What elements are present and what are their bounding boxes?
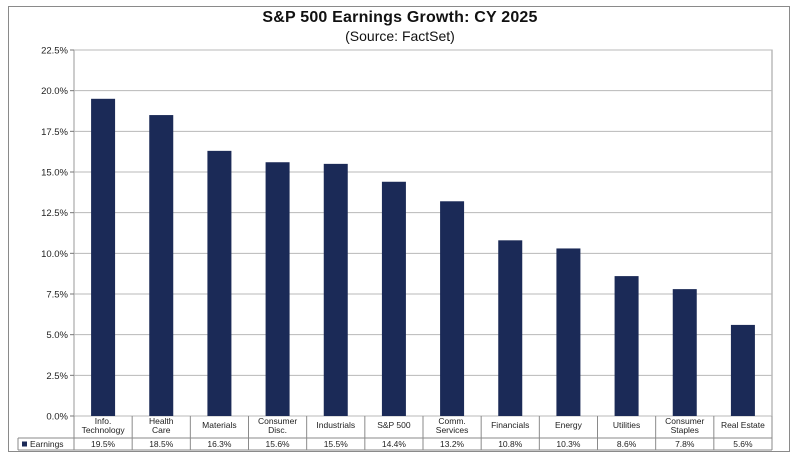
legend-series-name: Earnings bbox=[30, 439, 64, 449]
plot-area bbox=[73, 49, 773, 417]
bar bbox=[440, 201, 465, 416]
y-tick-label: 0.0% bbox=[46, 412, 68, 423]
category-label: Technology bbox=[82, 425, 126, 435]
data-table-value: 13.2% bbox=[440, 439, 465, 449]
bar bbox=[556, 248, 581, 416]
category-label: Health bbox=[149, 416, 174, 426]
category-label: Financials bbox=[491, 420, 529, 430]
chart-subtitle: (Source: FactSet) bbox=[345, 28, 455, 44]
data-table-value: 7.8% bbox=[675, 439, 695, 449]
category-label: Services bbox=[436, 425, 469, 435]
category-label: S&P 500 bbox=[377, 420, 411, 430]
category-label: Utilities bbox=[613, 420, 640, 430]
data-table-value: 5.6% bbox=[733, 439, 753, 449]
data-table-value: 19.5% bbox=[91, 439, 116, 449]
bar bbox=[498, 240, 523, 416]
category-label: Staples bbox=[671, 425, 699, 435]
y-tick-label: 10.0% bbox=[41, 249, 68, 260]
category-label: Energy bbox=[555, 420, 583, 430]
y-tick-label: 5.0% bbox=[46, 330, 68, 341]
bar bbox=[730, 324, 755, 416]
data-table-value: 15.5% bbox=[324, 439, 349, 449]
y-tick-label: 17.5% bbox=[41, 127, 68, 138]
data-table-value: 16.3% bbox=[207, 439, 232, 449]
bar bbox=[149, 115, 174, 417]
bar bbox=[614, 276, 639, 416]
y-tick-label: 12.5% bbox=[41, 208, 68, 219]
y-tick-label: 22.5% bbox=[41, 46, 68, 57]
y-tick-label: 7.5% bbox=[46, 290, 68, 301]
category-label: Care bbox=[152, 425, 171, 435]
category-label: Materials bbox=[202, 420, 236, 430]
legend-key bbox=[22, 441, 27, 447]
category-label: Consumer bbox=[258, 416, 297, 426]
bar bbox=[672, 289, 697, 416]
category-label: Info. bbox=[95, 416, 112, 426]
bar bbox=[265, 162, 290, 416]
chart-title: S&P 500 Earnings Growth: CY 2025 bbox=[262, 9, 538, 26]
data-table-value: 10.3% bbox=[556, 439, 581, 449]
data-table-value: 8.6% bbox=[617, 439, 637, 449]
data-table-value: 18.5% bbox=[149, 439, 174, 449]
y-tick-label: 2.5% bbox=[46, 371, 68, 382]
data-table-value: 15.6% bbox=[266, 439, 291, 449]
bar bbox=[323, 163, 348, 416]
bar bbox=[91, 98, 116, 417]
y-tick-label: 15.0% bbox=[41, 168, 68, 179]
category-label: Real Estate bbox=[721, 420, 765, 430]
category-label: Disc. bbox=[268, 425, 287, 435]
bar bbox=[381, 181, 406, 416]
data-table-value: 14.4% bbox=[382, 439, 407, 449]
bar bbox=[207, 150, 232, 416]
y-tick-label: 20.0% bbox=[41, 86, 68, 97]
category-label: Industrials bbox=[316, 420, 355, 430]
data-table-value: 10.8% bbox=[498, 439, 523, 449]
category-label: Consumer bbox=[665, 416, 704, 426]
category-label: Comm. bbox=[438, 416, 465, 426]
